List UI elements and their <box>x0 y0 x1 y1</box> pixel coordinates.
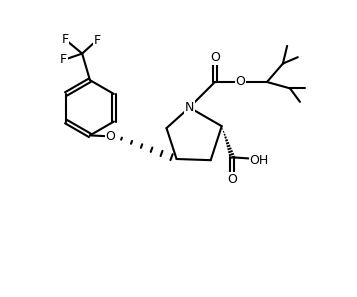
Text: F: F <box>94 34 101 47</box>
Text: O: O <box>106 129 115 143</box>
Text: N: N <box>185 101 194 114</box>
Text: O: O <box>210 51 220 64</box>
Text: O: O <box>227 173 237 186</box>
Text: O: O <box>236 75 245 89</box>
Text: F: F <box>62 33 69 46</box>
Text: F: F <box>60 53 67 67</box>
Text: OH: OH <box>249 154 268 167</box>
